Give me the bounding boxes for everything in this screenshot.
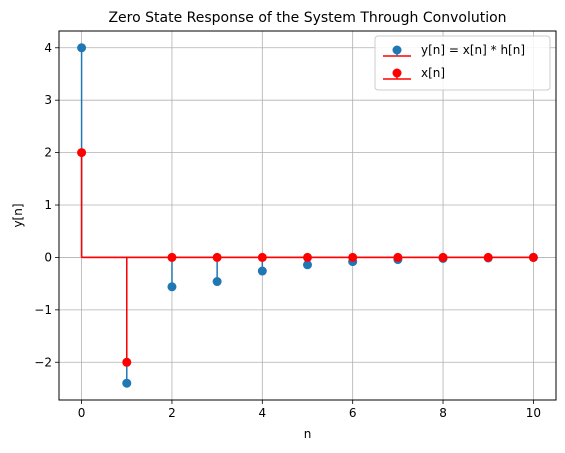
x-tick-label: 6 <box>349 406 357 420</box>
series-layer <box>77 43 538 387</box>
stem-marker <box>529 253 538 262</box>
x-tick-label: 10 <box>526 406 541 420</box>
stem-marker <box>77 43 86 52</box>
x-tick-label: 0 <box>78 406 86 420</box>
stem-marker <box>348 253 357 262</box>
y-tick-label: 0 <box>44 250 52 264</box>
stem-marker <box>439 253 448 262</box>
y-tick-label: 4 <box>44 41 52 55</box>
stem-marker <box>167 282 176 291</box>
x-tick-label: 8 <box>439 406 447 420</box>
series-2 <box>77 148 538 367</box>
legend-label: x[n] <box>421 66 445 80</box>
y-tick-label: 2 <box>44 146 52 160</box>
stem-marker <box>393 253 402 262</box>
stem-marker <box>258 253 267 262</box>
stem-marker <box>484 253 493 262</box>
x-tick-label: 2 <box>168 406 176 420</box>
y-axis-label: y[n] <box>11 203 25 227</box>
stem-marker <box>122 358 131 367</box>
stem-marker <box>122 379 131 388</box>
legend-label: y[n] = x[n] * h[n] <box>421 43 525 57</box>
y-tick-label: 3 <box>44 93 52 107</box>
y-tick-label: −2 <box>34 355 52 369</box>
chart-title: Zero State Response of the System Throug… <box>108 10 506 26</box>
x-axis-label: n <box>304 427 312 441</box>
stem-marker <box>213 277 222 286</box>
stem-marker <box>77 148 86 157</box>
legend-marker <box>393 46 402 55</box>
y-tick-label: 1 <box>44 198 52 212</box>
legend-marker <box>393 69 402 78</box>
stem-marker <box>258 267 267 276</box>
series-1 <box>77 43 538 387</box>
x-tick-label: 4 <box>258 406 266 420</box>
y-tick-label: −1 <box>34 303 52 317</box>
stem-marker <box>167 253 176 262</box>
stem-marker <box>213 253 222 262</box>
ticks: 0 2 4 6 8 10 −2 −1 0 1 2 3 4 <box>34 41 541 420</box>
stem-marker <box>303 253 312 262</box>
legend: y[n] = x[n] * h[n] x[n] <box>375 36 550 90</box>
